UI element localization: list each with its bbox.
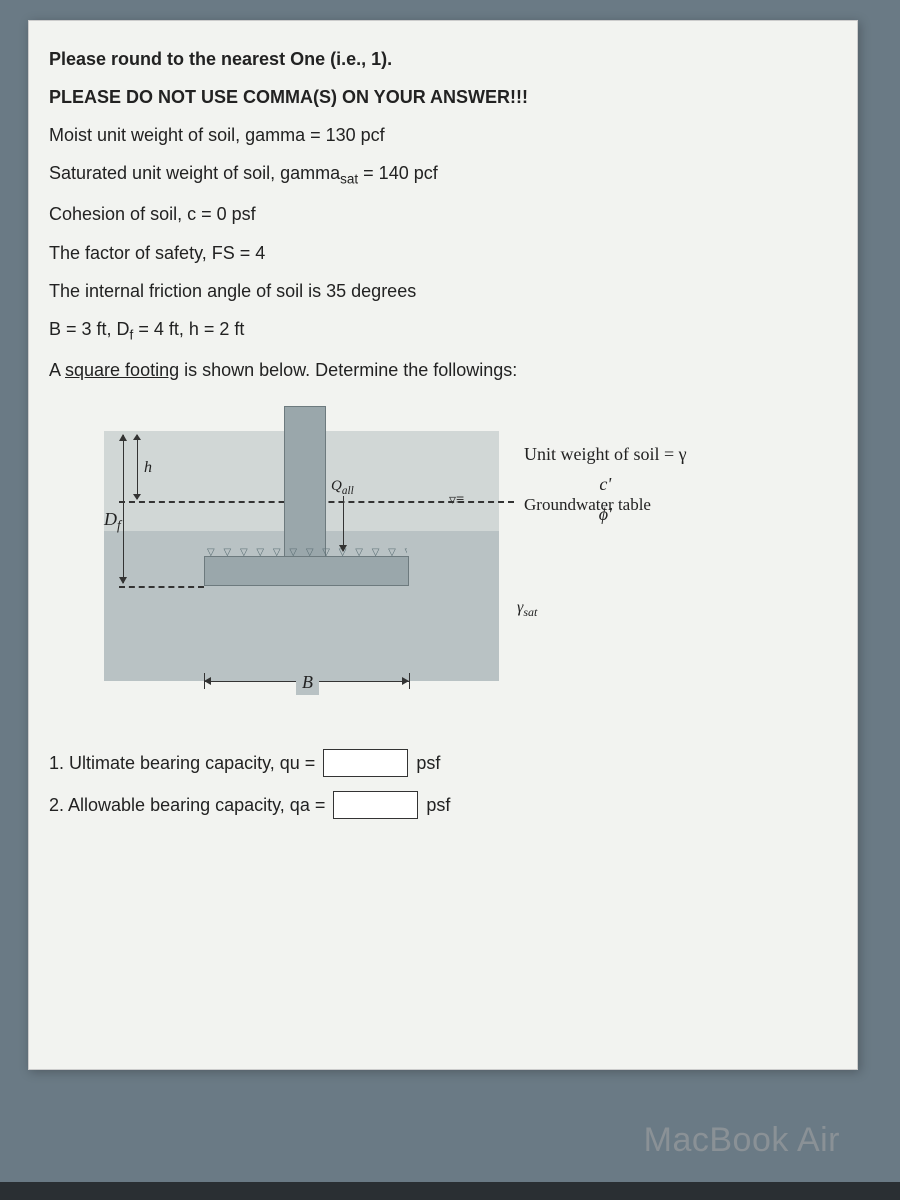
given-dimensions: B = 3 ft, Df = 4 ft, h = 2 ft (49, 316, 837, 345)
b-tick (409, 673, 410, 689)
given-gamma-sat: Saturated unit weight of soil, gammasat … (49, 160, 837, 189)
df-label: Df (104, 506, 121, 535)
question-1-label: 1. Ultimate bearing capacity, qu = (49, 750, 315, 776)
screen-bottom-bezel (0, 1182, 900, 1200)
instruction-round: Please round to the nearest One (i.e., 1… (49, 46, 837, 72)
question-1-unit: psf (416, 750, 440, 776)
text: Q (331, 478, 342, 494)
subscript: f (117, 518, 121, 533)
instruction-no-comma: PLEASE DO NOT USE COMMA(S) ON YOUR ANSWE… (49, 84, 837, 110)
h-dimension-arrow (137, 435, 138, 499)
question-2-row: 2. Allowable bearing capacity, qa = psf (49, 791, 837, 819)
groundwater-label: Groundwater table (524, 493, 651, 518)
base-dashed-line (119, 586, 204, 588)
subscript: sat (340, 172, 358, 187)
question-2-unit: psf (426, 792, 450, 818)
problem-sheet: Please round to the nearest One (i.e., 1… (28, 20, 858, 1070)
subscript: sat (523, 605, 537, 619)
device-label: MacBook Air (644, 1121, 840, 1160)
df-dimension-arrow (123, 435, 124, 583)
text: Saturated unit weight of soil, gamma (49, 163, 340, 183)
gamma-sat-label: γsat (517, 596, 537, 622)
underlined-text: square footing (65, 360, 179, 380)
footing-diagram: ▽ ▽ ▽ ▽ ▽ ▽ ▽ ▽ ▽ ▽ ▽ ▽ ▽ Df h Qall ▿≡ B… (49, 401, 809, 721)
question-2-label: 2. Allowable bearing capacity, qa = (49, 792, 325, 818)
text: A (49, 360, 65, 380)
text: B = 3 ft, D (49, 319, 130, 339)
water-table-icon: ▿≡ (449, 489, 464, 509)
qall-arrow (343, 496, 344, 551)
soil-properties-labels: Unit weight of soil = γ c' ϕ' (524, 441, 687, 531)
qa-answer-input[interactable] (333, 791, 418, 819)
text: D (104, 509, 117, 529)
text: = 140 pcf (358, 163, 438, 183)
unit-weight-label: Unit weight of soil = γ (524, 441, 687, 467)
question-1-row: 1. Ultimate bearing capacity, qu = psf (49, 749, 837, 777)
given-cohesion: Cohesion of soil, c = 0 psf (49, 201, 837, 227)
text: = 4 ft, h = 2 ft (133, 319, 244, 339)
text: is shown below. Determine the followings… (179, 360, 517, 380)
footing-base (204, 556, 409, 586)
b-label: B (296, 669, 319, 695)
given-fs: The factor of safety, FS = 4 (49, 240, 837, 266)
qu-answer-input[interactable] (323, 749, 408, 777)
given-footing: A square footing is shown below. Determi… (49, 357, 837, 383)
footing-stem (284, 406, 326, 566)
h-label: h (144, 456, 152, 479)
given-gamma: Moist unit weight of soil, gamma = 130 p… (49, 122, 837, 148)
answer-section: 1. Ultimate bearing capacity, qu = psf 2… (49, 749, 837, 819)
hatching: ▽ ▽ ▽ ▽ ▽ ▽ ▽ ▽ ▽ ▽ ▽ ▽ ▽ (207, 546, 407, 560)
given-phi: The internal friction angle of soil is 3… (49, 278, 837, 304)
